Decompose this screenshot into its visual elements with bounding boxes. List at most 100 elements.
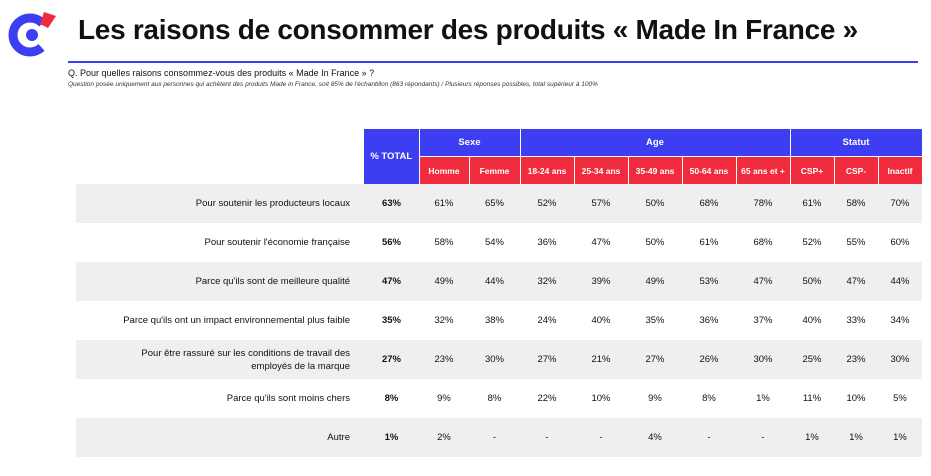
table-cell: 47% <box>736 262 790 301</box>
table-row: Autre 1% 2% - - - 4% - - 1% 1% 1% <box>76 418 922 457</box>
table-cell: 9% <box>437 393 451 404</box>
table-cell: 10% <box>591 393 611 404</box>
table-row: Pour soutenir les producteurs locaux 63%… <box>76 184 922 223</box>
table-cell: 1% <box>790 418 834 457</box>
table-cell: - <box>736 418 790 457</box>
sub-header: Femme <box>469 156 521 184</box>
total-cell: 47% <box>364 262 419 301</box>
table-cell: 8% <box>702 393 716 404</box>
total-cell: 35% <box>381 315 401 326</box>
row-label: Pour soutenir les producteurs locaux <box>76 184 364 223</box>
table-cell: 21% <box>574 340 628 379</box>
results-table: % TOTAL Sexe Age Statut Homme Femme 18-2… <box>76 129 923 457</box>
table-row: Pour soutenir l'économie française 56% 5… <box>76 223 922 262</box>
empty-header-cell <box>76 129 364 184</box>
table-cell: 53% <box>682 262 736 301</box>
title-divider <box>68 61 918 63</box>
sub-header: 65 ans et + <box>736 156 791 184</box>
table-cell: 36% <box>537 237 557 248</box>
row-label: Pour être rassuré sur les conditions de … <box>76 340 364 379</box>
table-cell: 49% <box>419 262 469 301</box>
table-cell: 8% <box>487 393 502 404</box>
table-cell: 38% <box>484 315 504 326</box>
table-cell: 61% <box>790 184 834 223</box>
table-cell: 32% <box>434 315 454 326</box>
table-cell: - <box>574 418 628 457</box>
table-cell: 2% <box>419 418 469 457</box>
sub-header: Homme <box>419 156 470 184</box>
table-cell: 26% <box>682 340 736 379</box>
table-cell: 24% <box>537 315 557 326</box>
table-cell: 58% <box>834 184 878 223</box>
table-cell: 50% <box>645 237 665 248</box>
table-cell: 23% <box>834 340 878 379</box>
table-row: Parce qu'ils ont un impact environnement… <box>76 301 922 340</box>
table-cell: 9% <box>648 393 662 404</box>
table-cell: 27% <box>520 340 574 379</box>
table-cell: 78% <box>736 184 790 223</box>
table-cell: 23% <box>419 340 469 379</box>
table-cell: 61% <box>699 237 719 248</box>
table-cell: 30% <box>469 340 520 379</box>
table-cell: 30% <box>736 340 790 379</box>
table-cell: 4% <box>628 418 682 457</box>
row-label: Pour soutenir l'économie française <box>204 237 350 248</box>
table-cell: 40% <box>591 315 611 326</box>
row-label-line-2: employés de la marque <box>251 360 350 372</box>
total-cell: 1% <box>364 418 419 457</box>
table-cell: - <box>682 418 736 457</box>
sub-header: 18-24 ans <box>520 156 575 184</box>
row-label-line-1: Pour être rassuré sur les conditions de … <box>141 347 350 359</box>
table-cell: 47% <box>591 237 611 248</box>
sub-header: Inactif <box>878 156 923 184</box>
table-cell: 49% <box>628 262 682 301</box>
row-label: Parce qu'ils sont de meilleure qualité <box>76 262 364 301</box>
table-cell: 60% <box>890 237 910 248</box>
table-cell: 68% <box>753 237 773 248</box>
table-cell: 32% <box>520 262 574 301</box>
table-cell: 1% <box>834 418 878 457</box>
table-cell: 61% <box>419 184 469 223</box>
table-row: Parce qu'ils sont moins chers 8% 9% 8% 2… <box>76 379 922 418</box>
table-cell: 55% <box>846 237 866 248</box>
total-cell: 56% <box>381 237 401 248</box>
table-cell: 30% <box>878 340 922 379</box>
group-header-row: % TOTAL Sexe Age Statut <box>76 129 923 184</box>
logo-icon <box>8 12 56 57</box>
survey-note: Question posée uniquement aux personnes … <box>68 81 598 88</box>
sub-header: CSP+ <box>790 156 835 184</box>
total-cell: 27% <box>364 340 419 379</box>
table-cell: 36% <box>699 315 719 326</box>
table-cell: 52% <box>520 184 574 223</box>
table-cell: 37% <box>753 315 773 326</box>
table-cell: 58% <box>434 237 454 248</box>
table-cell: 50% <box>628 184 682 223</box>
table-cell: 10% <box>846 393 866 404</box>
table-cell: 68% <box>682 184 736 223</box>
table-cell: - <box>469 418 520 457</box>
row-label: Parce qu'ils sont moins chers <box>226 393 350 404</box>
sub-header: 25-34 ans <box>574 156 629 184</box>
table-cell: 5% <box>893 393 907 404</box>
table-cell: 1% <box>878 418 922 457</box>
sub-header: 35-49 ans <box>628 156 683 184</box>
total-cell: 63% <box>364 184 419 223</box>
row-label: Parce qu'ils ont un impact environnement… <box>123 315 350 326</box>
table-cell: 35% <box>645 315 665 326</box>
table-cell: 1% <box>756 393 770 404</box>
total-cell: 8% <box>384 393 399 404</box>
table-cell: 50% <box>790 262 834 301</box>
table-cell: 34% <box>890 315 910 326</box>
table-cell: 33% <box>846 315 866 326</box>
sub-header: 50-64 ans <box>682 156 737 184</box>
table-cell: 70% <box>878 184 922 223</box>
row-label: Autre <box>76 418 364 457</box>
table-cell: 44% <box>878 262 922 301</box>
table-cell: 40% <box>802 315 822 326</box>
group-header-age: Age <box>520 129 791 157</box>
table-row: Parce qu'ils sont de meilleure qualité 4… <box>76 262 922 301</box>
page-title: Les raisons de consommer des produits « … <box>78 14 858 45</box>
table-cell: 44% <box>469 262 520 301</box>
table-cell: 52% <box>802 237 822 248</box>
sub-header: CSP- <box>834 156 879 184</box>
